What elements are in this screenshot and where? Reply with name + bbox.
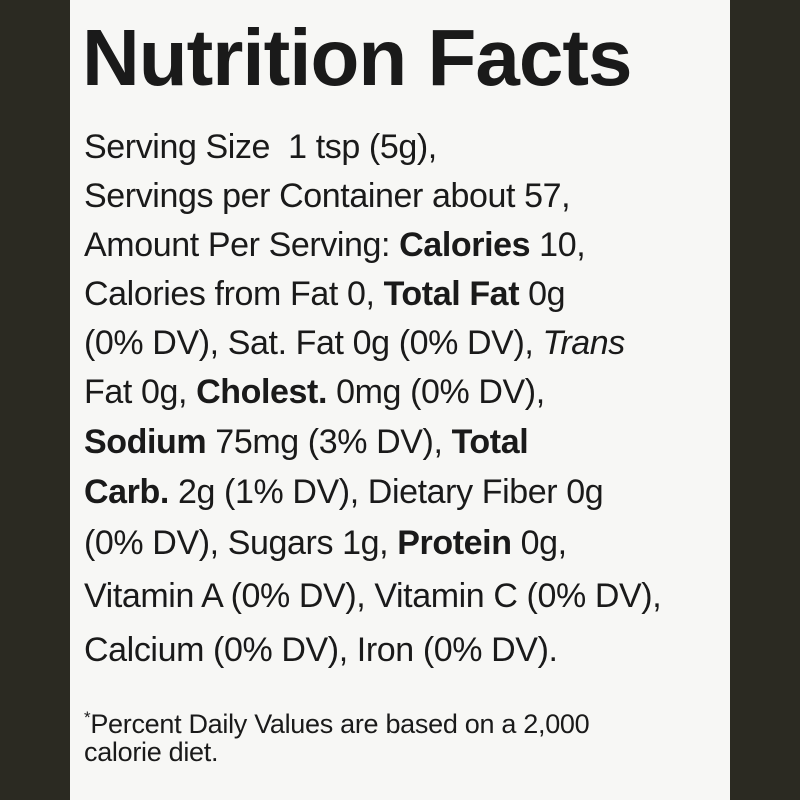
footnote-line: *Percent Daily Values are based on a 2,0…: [84, 702, 590, 740]
bold-text: Calories: [399, 226, 531, 264]
bold-text: Total Fat: [383, 275, 520, 313]
footnote-line: calorie diet.: [84, 736, 218, 768]
text-line: Calories from Fat 0, Total Fat 0g: [84, 274, 566, 314]
text: Servings per Container about 57,: [84, 177, 571, 215]
text-line: Calcium (0% DV), Iron (0% DV).: [84, 630, 558, 670]
text: (0% DV), Sugars 1g,: [84, 524, 398, 562]
text: Calories from Fat 0,: [84, 275, 384, 313]
text-line: (0% DV), Sat. Fat 0g (0% DV), Trans: [84, 323, 625, 363]
italic-text: Trans: [542, 324, 625, 362]
label-panel: Nutrition Facts Serving Size 1 tsp (5g),…: [70, 0, 730, 800]
text: 0mg (0% DV),: [327, 373, 545, 411]
text: Calcium (0% DV), Iron (0% DV).: [84, 631, 558, 669]
text-line: Amount Per Serving: Calories 10,: [84, 225, 586, 265]
text-line: Servings per Container about 57,: [84, 176, 571, 216]
text: calorie diet.: [84, 737, 219, 767]
text: 75mg (3% DV),: [206, 423, 452, 461]
text-line: Sodium 75mg (3% DV), Total: [84, 422, 529, 462]
text-line: (0% DV), Sugars 1g, Protein 0g,: [84, 523, 567, 563]
bold-text: Total: [451, 423, 529, 461]
bold-text: Protein: [397, 524, 512, 562]
bold-text: Carb.: [84, 473, 169, 511]
text: (0% DV), Sat. Fat 0g (0% DV),: [84, 324, 543, 362]
text: Fat 0g,: [84, 373, 197, 411]
bold-text: Cholest.: [196, 373, 328, 411]
text: Amount Per Serving:: [84, 226, 400, 264]
text-line: Fat 0g, Cholest. 0mg (0% DV),: [84, 372, 545, 412]
bold-text: Sodium: [84, 423, 207, 461]
text: 2g (1% DV), Dietary Fiber 0g: [168, 473, 604, 511]
text: 10,: [530, 226, 586, 264]
text: 0g,: [511, 524, 567, 562]
text-line: Serving Size 1 tsp (5g),: [84, 127, 437, 167]
text: Serving Size 1 tsp (5g),: [84, 128, 437, 166]
text: Percent Daily Values are based on a 2,00…: [90, 709, 590, 739]
text: Vitamin A (0% DV), Vitamin C (0% DV),: [84, 577, 662, 615]
text: 0g: [519, 275, 566, 313]
title: Nutrition Facts: [82, 13, 632, 102]
text-line: Vitamin A (0% DV), Vitamin C (0% DV),: [84, 576, 662, 616]
text-line: Carb. 2g (1% DV), Dietary Fiber 0g: [84, 472, 604, 512]
footnote-mark: *: [84, 708, 91, 727]
